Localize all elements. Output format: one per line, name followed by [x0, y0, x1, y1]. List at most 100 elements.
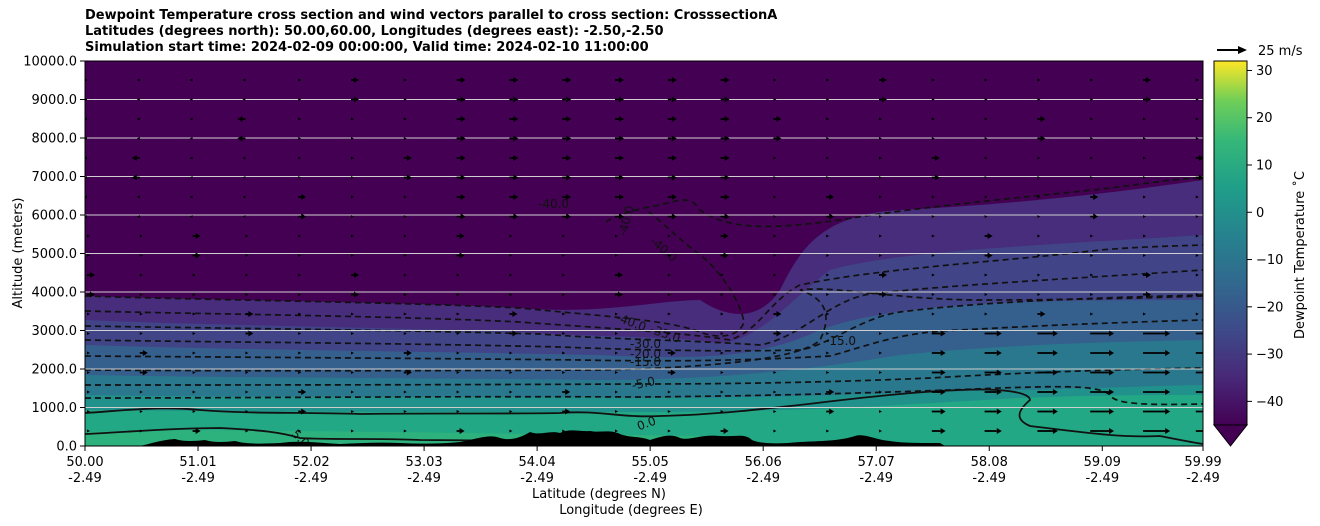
contour-zero — [85, 388, 1203, 445]
wind-vector — [1090, 194, 1099, 200]
wind-vector — [773, 371, 777, 374]
wind-vectors — [85, 77, 1203, 434]
colorbar-tick-label: −20 — [1256, 300, 1283, 315]
wind-vector — [667, 254, 671, 257]
wind-vector — [984, 78, 988, 82]
wind-vector — [667, 332, 671, 335]
contour-label: -15.0 — [630, 355, 661, 369]
wind-vector — [1195, 410, 1203, 413]
wind-vector — [242, 98, 246, 101]
wind-vector — [879, 254, 882, 257]
wind-vector — [931, 78, 935, 82]
y-tick-label: 1000.0 — [32, 401, 78, 416]
y-tick-label: 5000.0 — [32, 247, 78, 262]
wind-vector — [87, 234, 90, 238]
wind-vector — [562, 213, 572, 220]
wind-vector — [456, 371, 460, 374]
wind-vector — [826, 117, 830, 121]
wind-vector — [562, 332, 566, 335]
wind-vector — [879, 176, 882, 179]
wind-vector — [139, 293, 143, 296]
wind-vector — [136, 137, 140, 140]
wind-vector — [298, 176, 302, 179]
wind-vector — [615, 234, 618, 238]
wind-vector — [1037, 195, 1041, 199]
wind-vector — [1037, 156, 1041, 160]
wind-vector — [720, 213, 730, 220]
wind-vector — [826, 371, 830, 374]
x-tick-label-lat: 51.01 — [179, 455, 216, 470]
contour-label: 0.0 — [635, 414, 658, 434]
wind-vector — [456, 233, 465, 239]
wind-vector — [403, 429, 407, 433]
wind-vector — [720, 312, 724, 316]
wind-vector — [1143, 408, 1171, 415]
wind-vector — [773, 293, 777, 296]
wind-vector — [667, 234, 671, 238]
colorbar-gradient — [1213, 60, 1248, 426]
wind-vector — [192, 351, 196, 355]
wind-vector — [351, 429, 354, 433]
wind-vector — [562, 312, 566, 316]
wind-vector — [720, 155, 730, 161]
wind-vector — [773, 135, 782, 142]
wind-vector — [351, 254, 354, 257]
y-tick-label: 9000.0 — [32, 93, 78, 108]
wind-vector — [351, 96, 359, 103]
wind-vector — [509, 371, 513, 374]
wind-vector — [1090, 408, 1115, 415]
wind-vector — [298, 137, 302, 140]
wind-vector — [826, 332, 830, 335]
wind-vector — [87, 332, 90, 335]
wind-vector — [826, 389, 835, 395]
wind-vector — [667, 116, 677, 122]
wind-vector — [562, 389, 571, 395]
wind-vector — [879, 195, 882, 199]
wind-vector — [1037, 254, 1041, 257]
x-tick-label-lon: -2.49 — [859, 471, 893, 486]
wind-vector — [1195, 155, 1203, 161]
x-tick-label-lat: 53.03 — [405, 455, 442, 470]
wind-vector — [879, 156, 882, 160]
wind-vector — [1037, 293, 1041, 296]
wind-vector — [562, 408, 571, 415]
wind-vector — [189, 156, 193, 160]
wind-vector — [562, 194, 572, 200]
wind-vector — [1090, 234, 1094, 238]
wind-vector — [139, 312, 143, 316]
wind-vector — [456, 351, 460, 355]
wind-vector — [242, 215, 246, 218]
wind-vector — [984, 369, 1002, 376]
wind-vector — [826, 78, 830, 82]
wind-vector — [456, 174, 466, 181]
wind-vector — [245, 293, 249, 296]
wind-vector — [456, 77, 466, 83]
wind-vector — [456, 213, 466, 220]
wind-vector — [139, 369, 148, 376]
wind-vector — [984, 137, 988, 140]
wind-vector — [403, 137, 407, 140]
wind-vector — [87, 429, 90, 433]
wind-vector — [1195, 371, 1203, 374]
wind-vector — [351, 351, 354, 355]
wind-vector — [298, 389, 307, 395]
wind-vector — [403, 234, 407, 238]
plot-area: -40.0 -40.0 -40.0 -40.0 -35.0 -30.0 -20.… — [85, 61, 1203, 446]
wind-vector — [879, 371, 882, 374]
wind-vector — [773, 78, 777, 82]
x-tick-label-lat: 50.00 — [66, 455, 103, 470]
wind-vector — [1143, 156, 1146, 160]
wind-vector — [1195, 352, 1203, 354]
wind-vector — [509, 213, 519, 220]
wind-vector — [667, 293, 671, 296]
chart-title: Dewpoint Temperature cross section and w… — [85, 8, 777, 56]
wind-vector — [931, 330, 946, 337]
wind-vector — [456, 273, 460, 277]
wind-vector — [456, 194, 466, 200]
wind-vector — [189, 195, 193, 199]
colorbar-tick-label: 20 — [1256, 111, 1273, 126]
y-tick-label: 0.0 — [56, 440, 77, 455]
contour-minus-35 — [85, 244, 1203, 341]
wind-vector — [1037, 234, 1041, 238]
wind-vector — [1143, 369, 1171, 376]
